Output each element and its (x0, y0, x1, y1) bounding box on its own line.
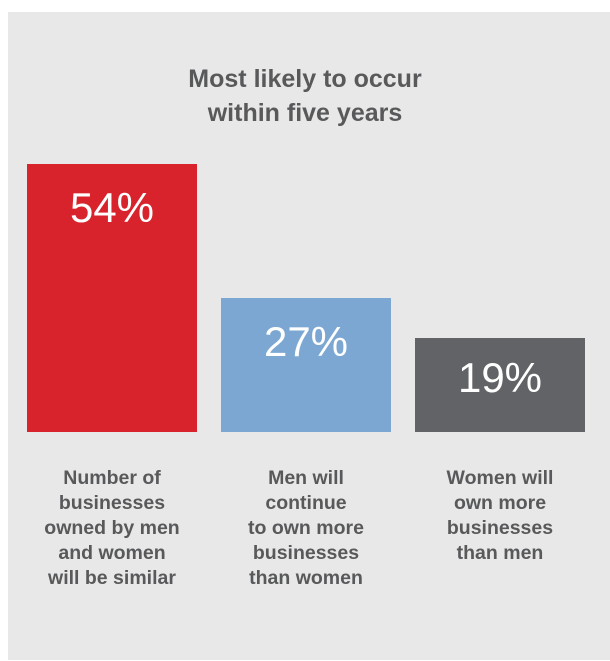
bar-value-label-women: 19% (457, 354, 543, 401)
bar-similar-ownership: 54% (27, 164, 197, 432)
chart-title-line-2: within five years (207, 99, 403, 127)
bar-value-label-similar: 54% (69, 184, 155, 231)
chart-title-line-1: Most likely to occur (188, 65, 422, 93)
bar-value-label-men: 27% (263, 318, 349, 365)
bar-men-own-more: 27% (221, 298, 391, 432)
category-label-men: Men will continue to own more businesses… (248, 467, 364, 589)
chart-title: Most likely to occur within five years (0, 62, 610, 130)
bar-women-own-more: 19% (415, 338, 585, 432)
category-label-similar: Number of businesses owned by men and wo… (44, 467, 180, 589)
category-label-women: Women will own more businesses than men (446, 467, 554, 564)
